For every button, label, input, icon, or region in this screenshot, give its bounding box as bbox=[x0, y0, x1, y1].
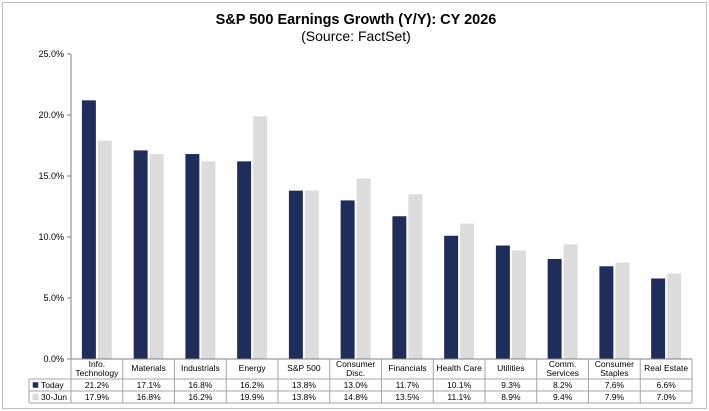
bar-30-jun bbox=[408, 194, 423, 359]
data-label: 19.9% bbox=[240, 392, 265, 402]
category-label: Utilities bbox=[497, 363, 524, 373]
bar-today bbox=[133, 150, 148, 359]
bar-30-jun bbox=[615, 262, 630, 359]
data-label: 17.1% bbox=[137, 380, 162, 390]
bar-30-jun bbox=[304, 190, 319, 359]
y-tick-label: 10.0% bbox=[38, 232, 64, 242]
chart-subtitle: (Source: FactSet) bbox=[301, 28, 411, 44]
category-label: Materials bbox=[131, 363, 165, 373]
legend-key-today bbox=[32, 382, 39, 388]
category-label: Health Care bbox=[436, 363, 482, 373]
category-label: Real Estate bbox=[644, 363, 688, 373]
y-tick-label: 25.0% bbox=[38, 49, 64, 59]
bar-30-jun bbox=[511, 250, 526, 359]
bar-today bbox=[651, 278, 666, 359]
y-tick-label: 15.0% bbox=[38, 171, 64, 181]
bar-today bbox=[547, 258, 562, 359]
category-label: Comm. bbox=[549, 359, 576, 369]
bar-today bbox=[237, 161, 252, 359]
data-label: 16.8% bbox=[137, 392, 162, 402]
bar-today bbox=[288, 190, 303, 359]
data-label: 7.6% bbox=[605, 380, 625, 390]
chart-title: S&P 500 Earnings Growth (Y/Y): CY 2026 bbox=[216, 12, 497, 28]
bar-30-jun bbox=[97, 140, 112, 359]
axes: 0.0% 5.0% 10.0% 15.0% 20.0% 25.0% bbox=[38, 49, 72, 364]
category-label: Disc. bbox=[346, 368, 365, 378]
legend-label: Today bbox=[41, 380, 64, 390]
legend-key-30-jun bbox=[32, 394, 39, 400]
data-label: 9.3% bbox=[501, 380, 521, 390]
bar-today bbox=[599, 266, 614, 359]
bar-today bbox=[81, 100, 96, 360]
data-label: 17.9% bbox=[85, 392, 110, 402]
data-label: 6.6% bbox=[656, 380, 676, 390]
category-label: Consumer bbox=[336, 359, 375, 369]
data-label: 9.4% bbox=[553, 392, 573, 402]
data-label: 11.7% bbox=[396, 380, 420, 390]
bar-today bbox=[444, 235, 459, 359]
y-tick-label: 20.0% bbox=[38, 110, 64, 120]
data-label: 7.9% bbox=[605, 392, 625, 402]
bar-today bbox=[340, 200, 355, 359]
bar-30-jun bbox=[563, 244, 578, 359]
bar-30-jun bbox=[460, 223, 475, 359]
data-label: 7.0% bbox=[656, 392, 676, 402]
data-label: 21.2% bbox=[85, 380, 110, 390]
bar-today bbox=[392, 216, 407, 359]
data-label: 16.2% bbox=[188, 392, 213, 402]
data-label: 10.1% bbox=[447, 380, 472, 390]
category-label: Consumer bbox=[595, 359, 634, 369]
bar-30-jun bbox=[667, 273, 682, 359]
data-label: 8.9% bbox=[501, 392, 521, 402]
chart-svg: S&P 500 Earnings Growth (Y/Y): CY 2026 (… bbox=[28, 12, 693, 404]
bars bbox=[81, 100, 682, 360]
bar-today bbox=[185, 154, 200, 359]
bar-today bbox=[495, 245, 510, 359]
category-label: Industrials bbox=[181, 363, 220, 373]
bar-30-jun bbox=[356, 178, 371, 359]
data-label: 13.5% bbox=[395, 392, 420, 402]
data-label: 13.8% bbox=[292, 380, 317, 390]
data-label: 14.8% bbox=[344, 392, 369, 402]
category-label: Energy bbox=[239, 363, 267, 373]
y-tick-label: 5.0% bbox=[43, 293, 64, 303]
data-label: 16.8% bbox=[188, 380, 213, 390]
category-label: Info. bbox=[89, 359, 106, 369]
bar-30-jun bbox=[201, 161, 216, 359]
category-label: S&P 500 bbox=[287, 363, 321, 373]
bar-30-jun bbox=[253, 116, 268, 359]
category-label: Financials bbox=[388, 363, 426, 373]
bar-30-jun bbox=[149, 154, 164, 359]
category-label: Staples bbox=[600, 368, 628, 378]
data-label: 16.2% bbox=[240, 380, 265, 390]
category-label: Services bbox=[546, 368, 579, 378]
data-label: 8.2% bbox=[553, 380, 573, 390]
data-label: 11.1% bbox=[447, 392, 471, 402]
data-label: 13.0% bbox=[344, 380, 369, 390]
category-label: Technology bbox=[75, 368, 119, 378]
y-tick-label: 0.0% bbox=[43, 354, 64, 364]
data-table: Info.Technology Materials Industrials Energ… bbox=[28, 358, 693, 404]
legend-label: 30-Jun bbox=[41, 392, 67, 402]
data-label: 13.8% bbox=[292, 392, 317, 402]
